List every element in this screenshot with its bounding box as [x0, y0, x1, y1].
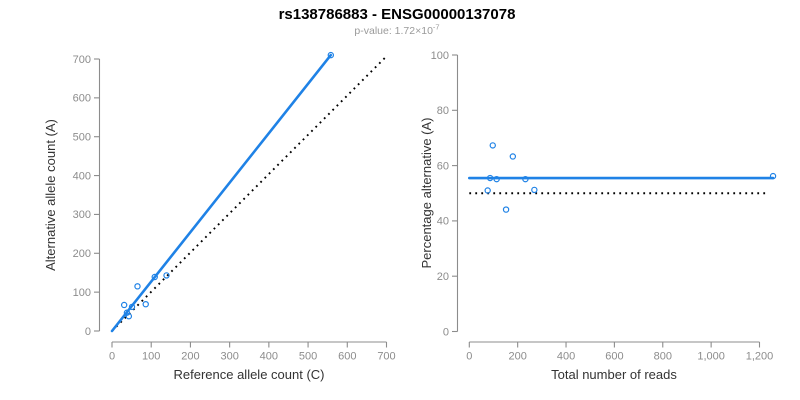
y-tick-label: 300	[73, 209, 91, 221]
data-point	[493, 175, 500, 183]
x-tick-label: 200	[508, 351, 526, 363]
data-point	[502, 206, 510, 213]
y-tick-label: 100	[431, 50, 449, 62]
right-x-axis-title: Total number of reads	[551, 367, 677, 382]
x-tick-label: 1,200	[746, 351, 774, 363]
data-point	[128, 303, 136, 311]
x-tick-label: 600	[338, 351, 356, 363]
y-tick-label: 60	[437, 160, 449, 172]
data-point	[489, 142, 496, 149]
data-point	[327, 51, 335, 59]
left-x-axis-title: Reference allele count (C)	[173, 367, 324, 382]
x-tick-label: 400	[260, 351, 278, 363]
x-tick-label: 300	[220, 351, 238, 363]
right-y-axis-title: Percentage alternative (A)	[419, 117, 434, 268]
x-tick-label: 0	[109, 351, 115, 363]
y-tick-label: 400	[73, 170, 91, 182]
page-title: rs138786883 - ENSG00000137078	[279, 6, 516, 23]
right-scatter-panel: 0 20 40 60 80 100 0 200 400 600 800 1,000 1,200	[431, 50, 777, 363]
x-tick-label: 100	[142, 351, 160, 363]
y-tick-label: 20	[437, 271, 449, 283]
x-tick-label: 0	[466, 351, 472, 363]
y-tick-label: 600	[73, 93, 91, 105]
x-tick-label: 1,000	[697, 351, 725, 363]
pvalue-subtitle: p-value: 1.72×10-7	[354, 23, 439, 38]
y-tick-label: 700	[73, 54, 91, 66]
data-point	[142, 300, 149, 308]
pvalue-text: p-value: 1.72×10	[354, 25, 433, 37]
data-point	[120, 301, 128, 309]
data-point	[125, 313, 133, 320]
data-point	[151, 273, 158, 281]
x-tick-label: 600	[605, 351, 623, 363]
y-tick-label: 500	[73, 132, 91, 144]
x-tick-label: 700	[377, 351, 395, 363]
x-tick-label: 500	[299, 351, 317, 363]
data-point	[163, 272, 170, 279]
data-point	[522, 175, 529, 183]
left-scatter-panel: 0 100 200 300 400 500 600 700 0 100 200 300 400 500 60…	[73, 51, 396, 363]
y-tick-label: 100	[73, 287, 91, 299]
x-tick-label: 200	[181, 351, 199, 363]
y-tick-label: 0	[85, 326, 91, 338]
x-tick-label: 400	[557, 351, 575, 363]
data-point	[486, 174, 494, 182]
data-point	[531, 186, 538, 194]
y-tick-label: 80	[437, 105, 449, 117]
x-tick-label: 800	[654, 351, 672, 363]
data-point	[769, 172, 777, 180]
left-y-axis-title: Alternative allele count (A)	[43, 119, 58, 271]
fit-line	[110, 53, 333, 333]
data-point	[484, 187, 491, 194]
identity-line	[111, 54, 389, 332]
pvalue-exponent: -7	[433, 23, 440, 32]
y-tick-label: 200	[73, 248, 91, 260]
data-point	[509, 153, 517, 160]
data-point	[134, 283, 141, 290]
y-tick-label: 40	[437, 216, 449, 228]
y-tick-label: 0	[443, 326, 449, 338]
